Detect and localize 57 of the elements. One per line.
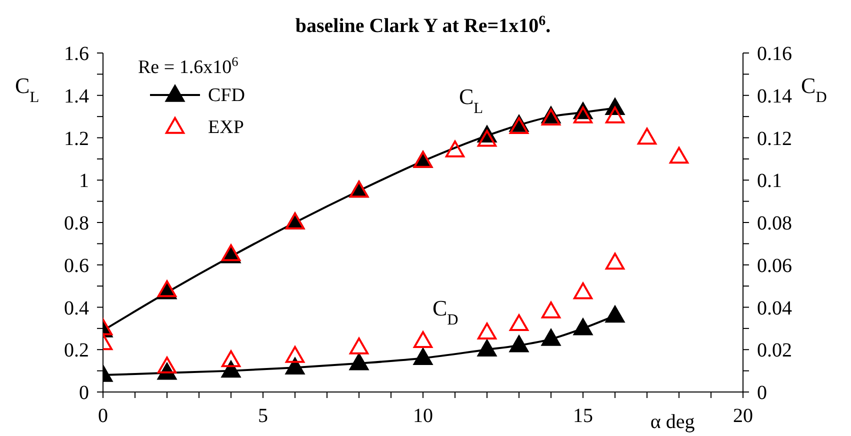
annotation: C$_{L}$	[458, 84, 484, 116]
point	[349, 353, 369, 370]
point	[477, 340, 497, 356]
point	[509, 314, 529, 332]
point	[605, 306, 625, 323]
point	[349, 338, 369, 354]
y-tick-label: 1.6	[64, 43, 89, 66]
annotation: C$_{D}$	[432, 296, 458, 328]
y-tick-label: 0.8	[64, 212, 89, 235]
point	[477, 322, 497, 340]
y2-tick-label: 0.1	[757, 170, 782, 192]
y-tick-label: 0.6	[64, 254, 89, 277]
y2-tick-label: 0.12	[757, 128, 792, 150]
point	[669, 146, 689, 164]
x-tick-label: 15	[573, 405, 593, 428]
y-axis-title: C$_{L}$	[15, 73, 40, 106]
point	[573, 106, 593, 124]
y-tick-label: 0	[79, 382, 89, 404]
y2-tick-label: 0.14	[757, 85, 792, 108]
y-tick-label: 1.4	[64, 85, 89, 108]
point	[285, 346, 305, 363]
point	[221, 350, 241, 368]
point	[541, 301, 561, 318]
point	[509, 335, 529, 352]
y-tick-label: 0.2	[64, 340, 89, 362]
point	[285, 358, 305, 374]
y2-tick-label: 0.04	[757, 297, 792, 320]
x-tick-label: 20	[733, 405, 753, 428]
y2-tick-label: 0.08	[757, 212, 792, 235]
x-axis-title: α deg	[650, 411, 695, 433]
y2-tick-label: 0.06	[757, 254, 792, 277]
y2-tick-label: 0.16	[757, 43, 792, 66]
point	[541, 329, 561, 346]
y-tick-label: 1	[79, 170, 89, 192]
point	[157, 356, 177, 374]
legend-label: EXP	[208, 117, 244, 138]
point	[445, 140, 465, 158]
y2-tick-label: 0.02	[757, 340, 792, 362]
x-tick-label: 0	[98, 405, 108, 428]
point	[605, 252, 625, 270]
x-tick-label: 5	[258, 405, 268, 428]
point	[637, 128, 657, 145]
x-tick-label: 10	[413, 405, 433, 428]
legend-label: CFD	[208, 85, 245, 106]
point	[221, 360, 241, 378]
point	[477, 130, 497, 147]
chart-title: baseline Clark Y at Re=1x10$^{6}$.	[295, 14, 551, 37]
point	[413, 331, 433, 348]
y-tick-label: 0.4	[64, 297, 89, 320]
point	[573, 318, 593, 336]
point	[573, 282, 593, 300]
y2-tick-label: 0	[757, 382, 767, 404]
y2-axis-title: C$_{D}$	[801, 73, 827, 106]
point	[605, 106, 625, 124]
point	[413, 348, 433, 365]
legend-title: Re = 1.6x10$^{6}$	[138, 54, 239, 78]
y-tick-label: 1.2	[64, 128, 89, 150]
